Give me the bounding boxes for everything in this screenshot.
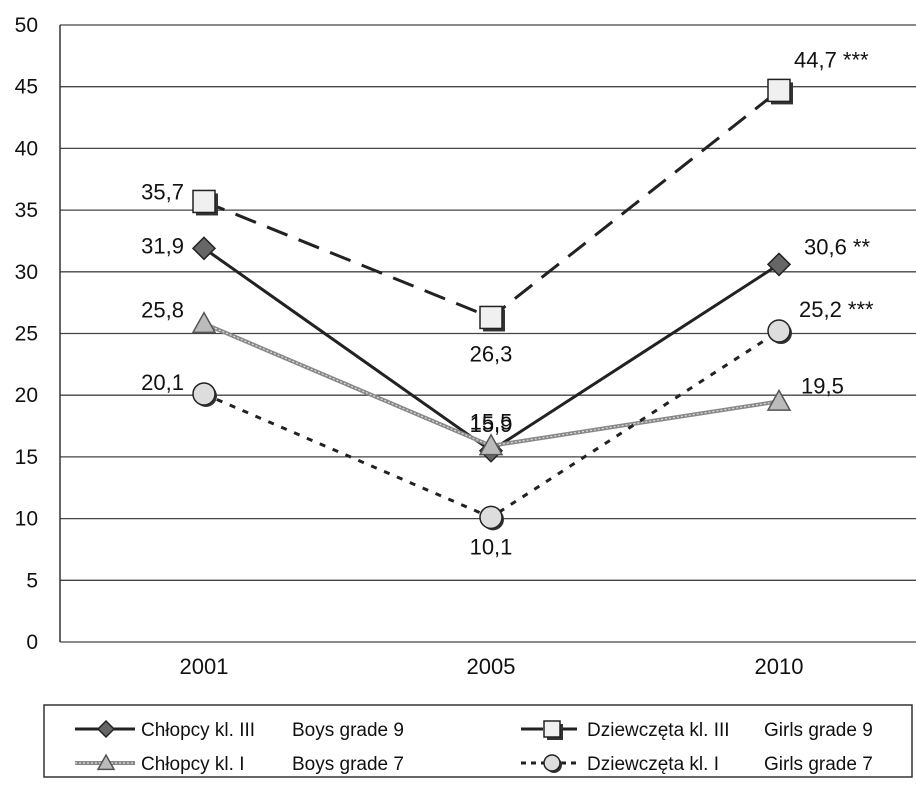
y-tick-label: 30 [15,261,38,284]
series-2-point [479,305,503,330]
legend-label-en: Boys grade 7 [292,754,404,775]
legend-marker [96,719,116,739]
legend-item-3: Chłopcy kl. I Boys grade 7 [75,753,404,775]
legend-box [43,704,913,778]
data-label: 19,5 [801,373,844,398]
y-tick-label: 25 [15,323,38,346]
legend-item-2: Dziewczęta kl. III Girls grade 9 [521,720,873,741]
data-label: 15,9 [470,412,513,437]
y-tick-label: 20 [15,384,38,407]
series-4-point [767,319,791,343]
legend-label: Dziewczęta kl. III [587,720,730,741]
y-tick-label: 40 [15,137,38,160]
series-4-point [192,382,216,406]
data-label: 25,2 *** [799,297,874,322]
legend-item-4: Dziewczęta kl. I Girls grade 7 [521,754,873,775]
data-label: 26,3 [470,341,513,366]
data-label: 35,7 [141,179,184,204]
data-label: 10,1 [470,534,513,559]
data-label: 25,8 [141,298,184,323]
legend-label: Chłopcy kl. III [141,720,255,741]
legend-item-1: Chłopcy kl. III Boys grade 9 [75,719,404,741]
y-tick-label: 0 [26,631,38,654]
legend-marker [543,720,561,738]
legend-marker [543,754,561,772]
data-label: 20,1 [141,370,184,395]
series-1-point [191,236,217,261]
x-tick-label: 2001 [180,654,229,679]
series-2-point [192,189,216,214]
legend: Chłopcy kl. III Boys grade 9 Dziewczęta kl… [43,704,913,778]
series-3-point [191,311,217,334]
series-2-point [767,78,791,103]
data-label: 31,9 [141,233,184,258]
y-tick-label: 35 [15,199,38,222]
legend-label: Dziewczęta kl. I [587,754,719,775]
y-tick-label: 5 [26,569,38,592]
legend-label: Chłopcy kl. I [141,754,244,775]
legend-label-en: Boys grade 9 [292,720,404,741]
y-tick-label: 50 [15,14,38,37]
legend-marker [96,753,116,771]
series-line-2 [203,89,780,320]
legend-label-en: Girls grade 7 [764,754,873,775]
y-tick-label: 15 [15,446,38,469]
axis-layer: 0 5 10 15 20 25 30 35 40 45 50 2001 2005 2010 [15,14,804,679]
series-3-point [478,433,504,456]
label-layer: 31,9 15,5 30,6 ** 35,7 26,3 44,7 *** 25,8 15,9 1… [141,47,874,559]
y-tick-label: 10 [15,508,38,531]
series-layer [191,78,793,531]
series-1-point [766,252,792,277]
data-label: 30,6 ** [804,234,870,259]
data-label: 44,7 *** [794,47,869,72]
legend-label-en: Girls grade 9 [764,720,873,741]
series-4-point [479,505,503,530]
x-tick-label: 2010 [755,654,804,679]
x-tick-label: 2005 [467,654,516,679]
y-tick-label: 45 [15,76,38,99]
series-3-point [766,388,792,411]
data-label: 15,5 [470,410,513,435]
